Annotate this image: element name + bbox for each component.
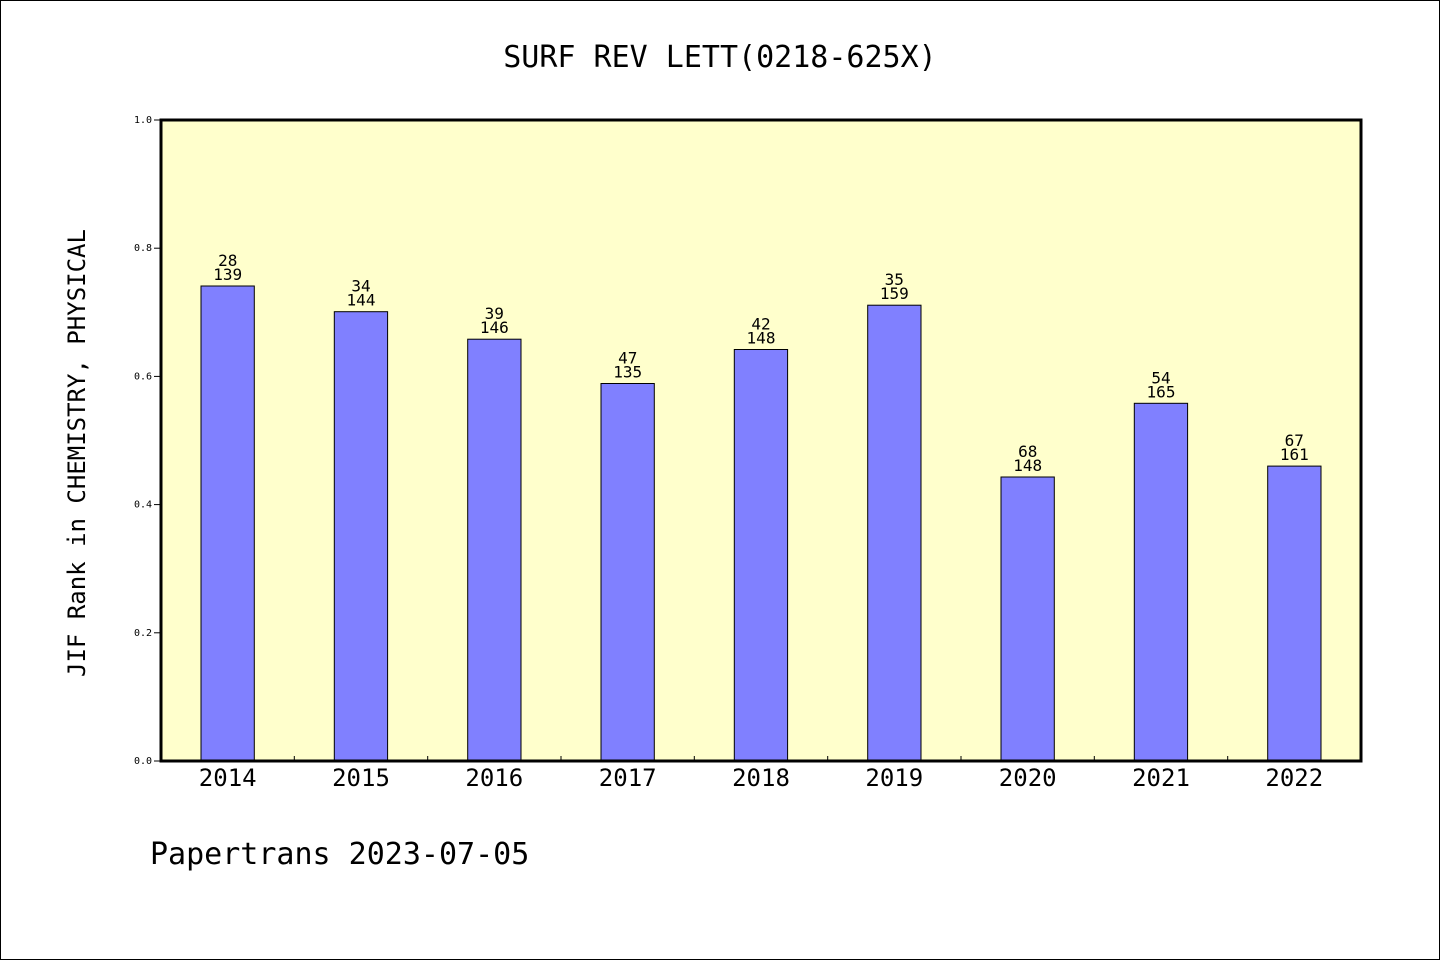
- x-tick-label-2016: 2016: [465, 764, 523, 792]
- bar-total-label-2018: 148: [747, 329, 776, 348]
- y-tick-label: 0.2: [134, 628, 152, 639]
- y-tick-label: 0.6: [134, 371, 152, 382]
- bar-rank-label-2019: 35: [885, 270, 904, 289]
- bar-2017: [600, 383, 655, 762]
- y-tick-label: 1.0: [134, 115, 152, 126]
- x-tick-label-2017: 2017: [599, 764, 657, 792]
- bar-total-label-2014: 139: [213, 265, 242, 284]
- x-tick-label-2020: 2020: [999, 764, 1057, 792]
- x-tick-label-2015: 2015: [332, 764, 390, 792]
- bar-total-label-2021: 165: [1147, 382, 1176, 401]
- bar-2021: [1133, 402, 1189, 762]
- bar-rank-label-2021: 54: [1151, 368, 1170, 387]
- bar-2022: [1267, 465, 1322, 762]
- x-axis: 2014 2015 2016 2017 2018 2019 2020 2021 2022: [199, 756, 1323, 792]
- bar-total-label-2020: 148: [1013, 456, 1042, 475]
- bar-rank-label-2015: 34: [351, 277, 370, 296]
- bar-total-label-2019: 159: [880, 284, 909, 303]
- bar-total-label-2015: 144: [347, 291, 376, 310]
- y-axis: 0.0 0.2 0.4 0.6 0.8 1.0: [134, 115, 161, 767]
- x-tick-label-2022: 2022: [1265, 764, 1323, 792]
- bar-2014: [200, 285, 255, 762]
- y-tick-label: 0.0: [134, 756, 152, 767]
- bar-2019: [867, 304, 922, 762]
- x-tick-label-2014: 2014: [199, 764, 257, 792]
- bar-rank-label-2017: 47: [618, 349, 637, 368]
- bar-2016: [467, 338, 522, 762]
- y-tick-label: 0.8: [134, 243, 152, 254]
- bar-2020: [1000, 476, 1055, 762]
- bars-group: 2813934144391464713542148351596814854165…: [200, 251, 1322, 762]
- footer-credit: Papertrans 2023-07-05: [150, 837, 529, 872]
- bar-rank-label-2016: 39: [485, 304, 504, 323]
- bar-total-label-2016: 146: [480, 318, 509, 337]
- x-tick-label-2019: 2019: [865, 764, 923, 792]
- chart-title: SURF REV LETT(0218-625X): [503, 40, 936, 75]
- bar-rank-label-2018: 42: [751, 315, 770, 334]
- y-axis-label: JIF Rank in CHEMISTRY, PHYSICAL: [63, 229, 91, 677]
- bar-total-label-2017: 135: [613, 363, 642, 382]
- bar-rank-label-2022: 67: [1285, 431, 1304, 450]
- x-tick-label-2018: 2018: [732, 764, 790, 792]
- y-tick-label: 0.4: [134, 500, 152, 511]
- plot-border: [159, 118, 1363, 763]
- bar-total-label-2022: 161: [1280, 445, 1309, 464]
- bar-2018: [733, 349, 789, 762]
- bar-rank-label-2014: 28: [218, 251, 237, 270]
- bar-rank-label-2020: 68: [1018, 442, 1037, 461]
- x-tick-label-2021: 2021: [1132, 764, 1190, 792]
- bar-2015: [333, 311, 389, 762]
